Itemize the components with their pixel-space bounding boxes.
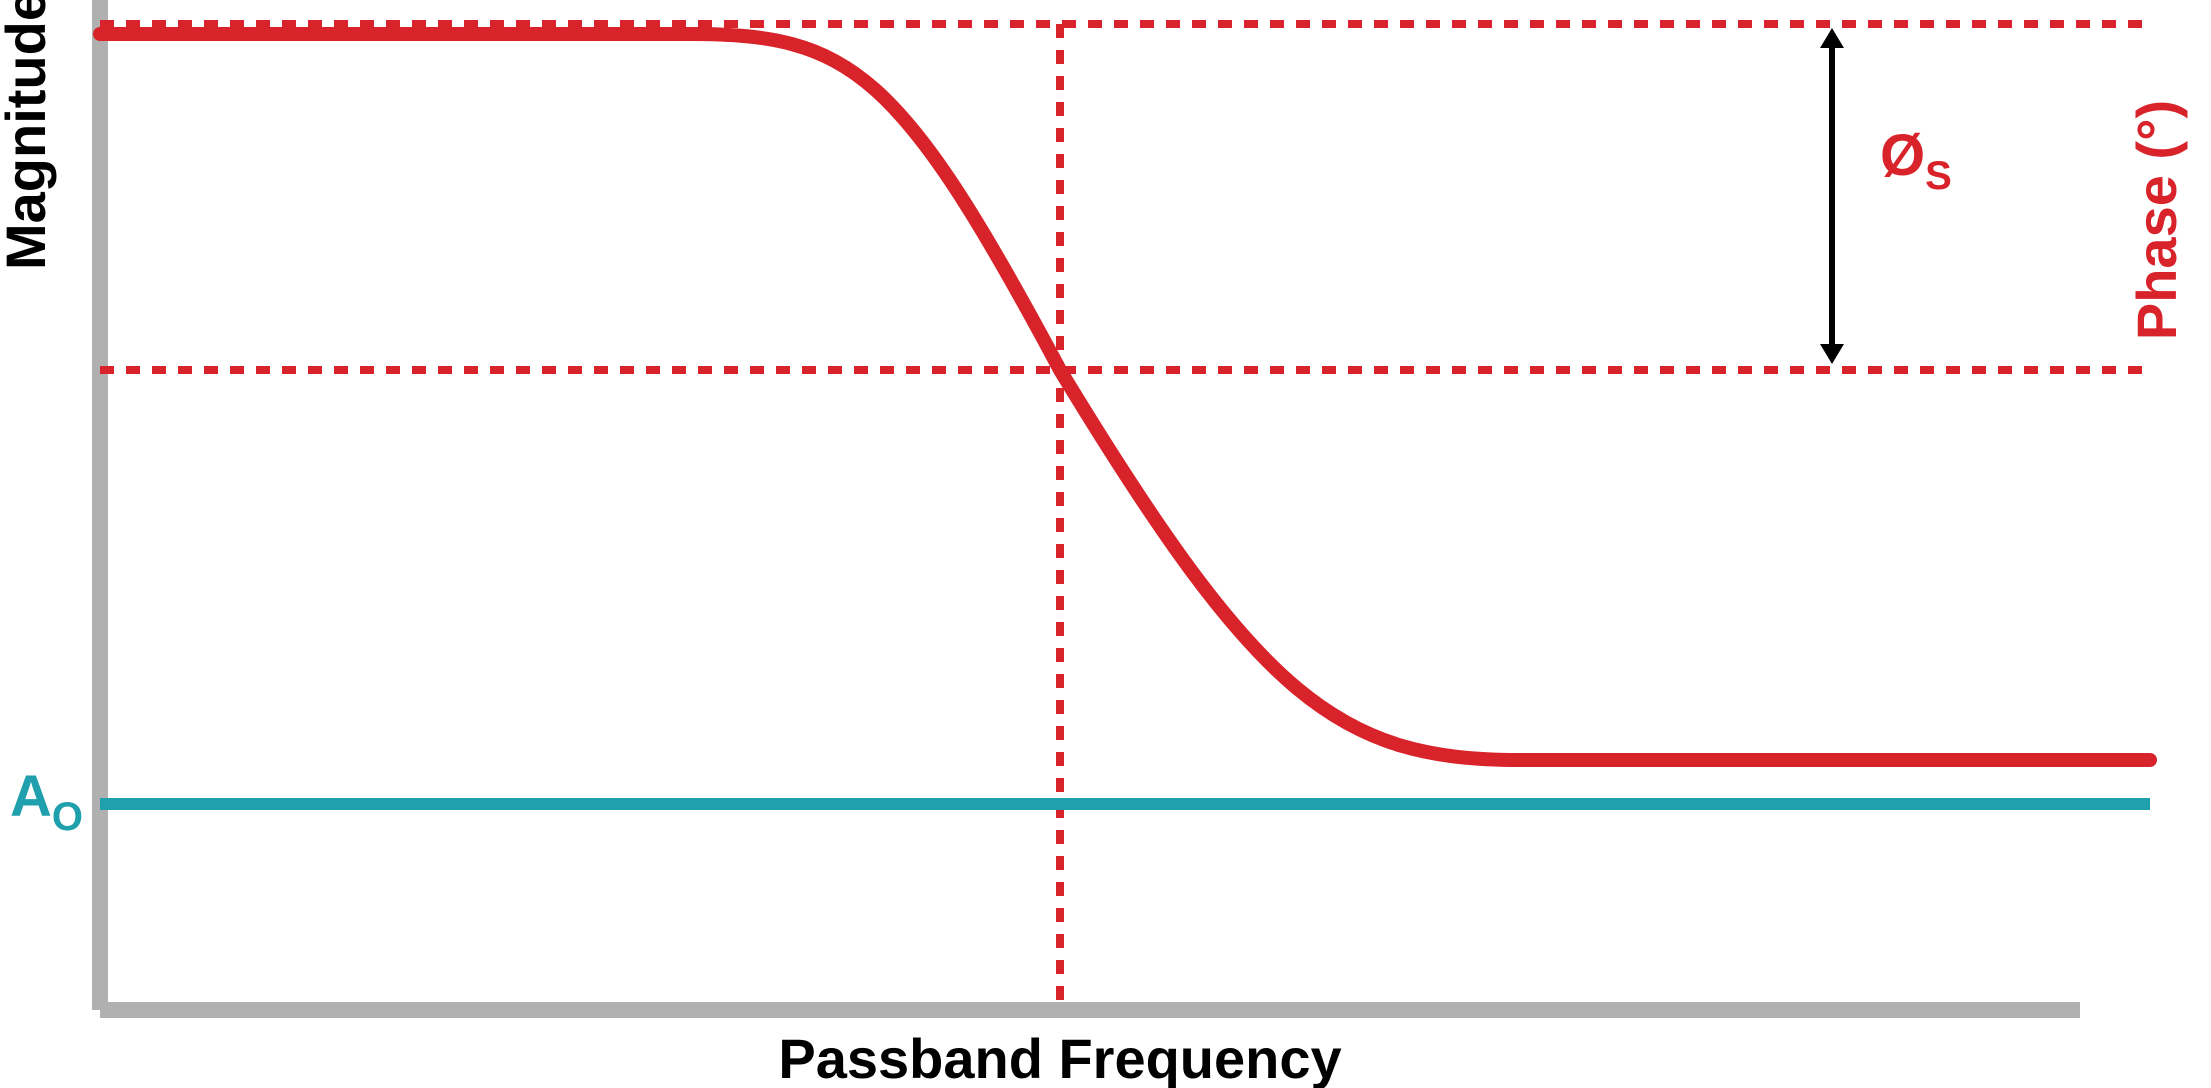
bode-plot: Magnitude Phase (°) Passband Frequency A…: [0, 0, 2211, 1088]
x-axis-label: Passband Frequency: [778, 1027, 1341, 1088]
y-axis-label-left: Magnitude: [0, 0, 57, 270]
phi-s-label: ØS: [1880, 123, 1952, 198]
a0-label: AO: [10, 764, 83, 839]
phase-span-arrow: [1820, 28, 1844, 364]
phase-curve: [100, 34, 2150, 760]
y-axis-label-right: Phase (°): [2125, 100, 2188, 340]
